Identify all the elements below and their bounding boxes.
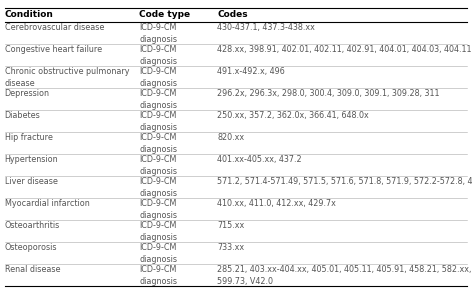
Text: 733.xx: 733.xx — [217, 243, 244, 252]
Text: ICD-9-CM
diagnosis: ICD-9-CM diagnosis — [139, 243, 177, 264]
Text: Osteoporosis: Osteoporosis — [5, 243, 57, 252]
Text: Renal disease: Renal disease — [5, 265, 60, 274]
Text: 715.xx: 715.xx — [217, 221, 244, 230]
Text: ICD-9-CM
diagnosis: ICD-9-CM diagnosis — [139, 111, 177, 132]
Text: Osteoarthritis: Osteoarthritis — [5, 221, 60, 230]
Text: 410.xx, 411.0, 412.xx, 429.7x: 410.xx, 411.0, 412.xx, 429.7x — [217, 199, 336, 208]
Text: 285.21, 403.xx-404.xx, 405.01, 405.11, 405.91, 458.21, 582.xx, 583.xx, 585, 586,: 285.21, 403.xx-404.xx, 405.01, 405.11, 4… — [217, 265, 472, 286]
Text: Condition: Condition — [5, 10, 54, 19]
Text: ICD-9-CM
diagnosis: ICD-9-CM diagnosis — [139, 265, 177, 286]
Text: ICD-9-CM
diagnosis: ICD-9-CM diagnosis — [139, 23, 177, 44]
Text: Myocardial infarction: Myocardial infarction — [5, 199, 90, 208]
Text: Cerebrovascular disease: Cerebrovascular disease — [5, 23, 104, 32]
Text: 296.2x, 296.3x, 298.0, 300.4, 309.0, 309.1, 309.28, 311: 296.2x, 296.3x, 298.0, 300.4, 309.0, 309… — [217, 89, 439, 98]
Text: 250.xx, 357.2, 362.0x, 366.41, 648.0x: 250.xx, 357.2, 362.0x, 366.41, 648.0x — [217, 111, 369, 120]
Text: Congestive heart failure: Congestive heart failure — [5, 45, 102, 54]
Text: 401.xx-405.xx, 437.2: 401.xx-405.xx, 437.2 — [217, 155, 302, 164]
Text: 820.xx: 820.xx — [217, 133, 244, 142]
Text: 491.x-492.x, 496: 491.x-492.x, 496 — [217, 67, 285, 76]
Text: Depression: Depression — [5, 89, 50, 98]
Text: ICD-9-CM
diagnosis: ICD-9-CM diagnosis — [139, 155, 177, 176]
Text: Diabetes: Diabetes — [5, 111, 41, 120]
Text: Hip fracture: Hip fracture — [5, 133, 52, 142]
Text: 428.xx, 398.91, 402.01, 402.11, 402.91, 404.01, 404.03, 404.11, 404.13, 404.91, : 428.xx, 398.91, 402.01, 402.11, 402.91, … — [217, 45, 472, 54]
Text: Chronic obstructive pulmonary
disease: Chronic obstructive pulmonary disease — [5, 67, 129, 88]
Text: Hypertension: Hypertension — [5, 155, 59, 164]
Text: ICD-9-CM
diagnosis: ICD-9-CM diagnosis — [139, 45, 177, 66]
Text: 430-437.1, 437.3-438.xx: 430-437.1, 437.3-438.xx — [217, 23, 315, 32]
Text: Liver disease: Liver disease — [5, 177, 58, 186]
Text: Code type: Code type — [139, 10, 190, 19]
Text: ICD-9-CM
diagnosis: ICD-9-CM diagnosis — [139, 89, 177, 110]
Text: ICD-9-CM
diagnosis: ICD-9-CM diagnosis — [139, 199, 177, 220]
Text: 571.2, 571.4-571.49, 571.5, 571.6, 571.8, 571.9, 572.2-572.8, 456.0-456.21, V42.: 571.2, 571.4-571.49, 571.5, 571.6, 571.8… — [217, 177, 472, 186]
Text: Codes: Codes — [217, 10, 248, 19]
Text: ICD-9-CM
diagnosis: ICD-9-CM diagnosis — [139, 177, 177, 198]
Text: ICD-9-CM
diagnosis: ICD-9-CM diagnosis — [139, 221, 177, 243]
Text: ICD-9-CM
diagnosis: ICD-9-CM diagnosis — [139, 67, 177, 88]
Text: ICD-9-CM
diagnosis: ICD-9-CM diagnosis — [139, 133, 177, 154]
